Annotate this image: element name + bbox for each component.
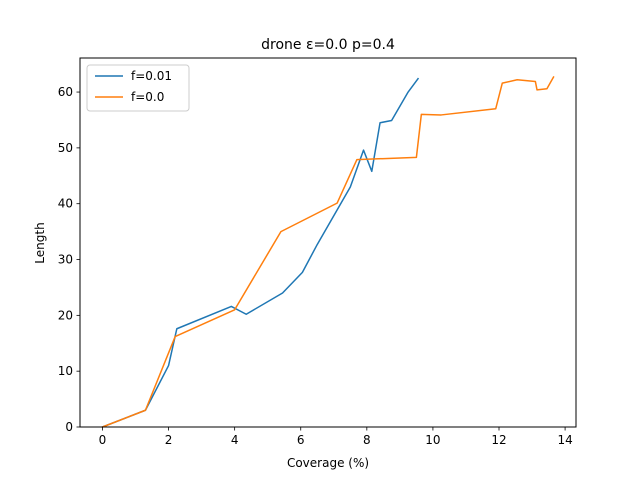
axes-frame xyxy=(79,57,577,428)
y-tick-label: 10 xyxy=(58,364,73,378)
y-tick-label: 0 xyxy=(65,420,73,434)
y-axis-label: Length xyxy=(33,222,47,263)
y-tick-label: 50 xyxy=(58,141,73,155)
y-axis-ticks: 0 10 20 30 40 50 60 xyxy=(58,85,80,434)
x-tick-label: 4 xyxy=(231,433,239,447)
legend-label-f-0-01: f=0.01 xyxy=(131,69,172,83)
legend-label-f-0-0: f=0.0 xyxy=(131,90,164,104)
series-line-f-0-01 xyxy=(101,77,420,428)
x-tick-label: 12 xyxy=(491,433,506,447)
x-tick-label: 14 xyxy=(557,433,572,447)
y-tick-label: 30 xyxy=(58,253,73,267)
y-tick-label: 40 xyxy=(58,197,73,211)
x-tick-label: 8 xyxy=(363,433,371,447)
y-tick-label: 60 xyxy=(58,85,73,99)
x-tick-label: 6 xyxy=(297,433,305,447)
x-tick-label: 0 xyxy=(99,433,107,447)
x-axis-ticks: 0 2 4 6 8 10 12 14 xyxy=(99,427,573,447)
chart-title: drone ε=0.0 p=0.4 xyxy=(261,37,395,53)
x-tick-label: 10 xyxy=(425,433,440,447)
series-line-f-0-0 xyxy=(101,75,555,428)
x-axis-label: Coverage (%) xyxy=(287,456,369,470)
plot-lines xyxy=(101,75,555,428)
x-tick-label: 2 xyxy=(165,433,173,447)
y-tick-label: 20 xyxy=(58,308,73,322)
legend: f=0.01 f=0.0 xyxy=(86,64,190,112)
